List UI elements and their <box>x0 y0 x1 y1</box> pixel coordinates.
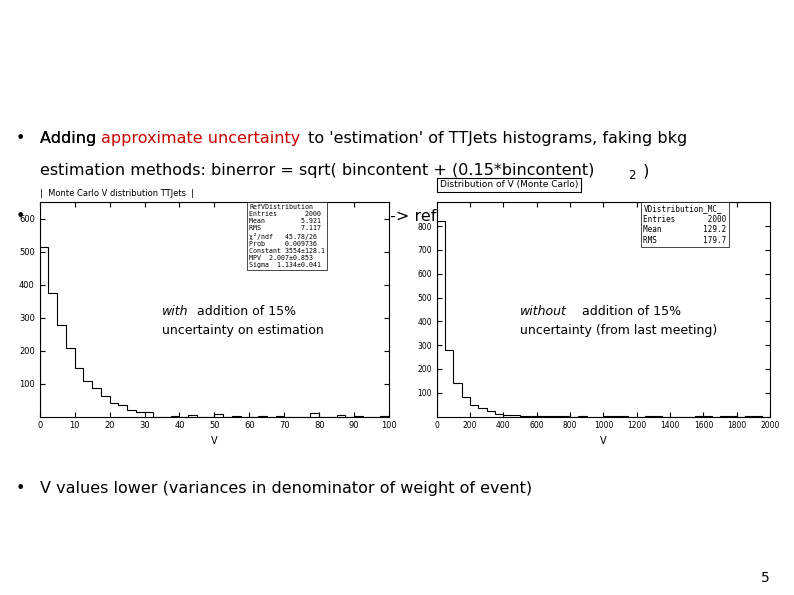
Text: 5: 5 <box>761 571 770 585</box>
X-axis label: V: V <box>211 436 218 446</box>
X-axis label: V: V <box>600 436 607 446</box>
Text: addition of 15%: addition of 15% <box>194 305 296 318</box>
Text: VDistribution_MC_
Entries       2000
Mean         129.2
RMS          179.7: VDistribution_MC_ Entries 2000 Mean 129.… <box>643 205 727 245</box>
Text: V values lower (variances in denominator of weight of event): V values lower (variances in denominator… <box>40 481 532 496</box>
Text: with: with <box>162 305 188 318</box>
Text: •: • <box>15 481 25 496</box>
Text: Distribution of V (Monte Carlo): Distribution of V (Monte Carlo) <box>440 180 578 189</box>
Text: 2000 TTJets ps.exps. [MET, MuonPt, JetsHt] -> reference V distribution: 2000 TTJets ps.exps. [MET, MuonPt, JetsH… <box>40 209 604 224</box>
Text: uncertainty (from last meeting): uncertainty (from last meeting) <box>520 324 717 337</box>
Text: 2: 2 <box>628 169 636 182</box>
Text: Adding: Adding <box>40 131 101 146</box>
Text: to 'estimation' of TTJets histograms, faking bkg: to 'estimation' of TTJets histograms, fa… <box>303 131 688 146</box>
Text: without: without <box>520 305 567 318</box>
Text: variables: TTJets: variables: TTJets <box>279 86 515 109</box>
Text: Adding approximate uncertainty to estimation with 3: Adding approximate uncertainty to estima… <box>20 42 774 65</box>
Text: •: • <box>15 209 25 224</box>
Text: approximate uncertainty: approximate uncertainty <box>101 131 300 146</box>
Text: Adding: Adding <box>40 131 101 146</box>
Text: |  Monte Carlo V distribution TTJets  |: | Monte Carlo V distribution TTJets | <box>40 189 194 198</box>
Text: uncertainty on estimation: uncertainty on estimation <box>162 324 324 337</box>
Text: RefVDistribution
Entries       2000
Mean         5.921
RMS          7.117
χ²/ndf: RefVDistribution Entries 2000 Mean 5.921… <box>249 205 326 268</box>
Text: addition of 15%: addition of 15% <box>578 305 681 318</box>
Text: estimation methods: binerror = sqrt( bincontent + (0.15*bincontent): estimation methods: binerror = sqrt( bin… <box>40 163 594 178</box>
Text: •: • <box>15 131 25 146</box>
Text: ): ) <box>638 163 649 178</box>
